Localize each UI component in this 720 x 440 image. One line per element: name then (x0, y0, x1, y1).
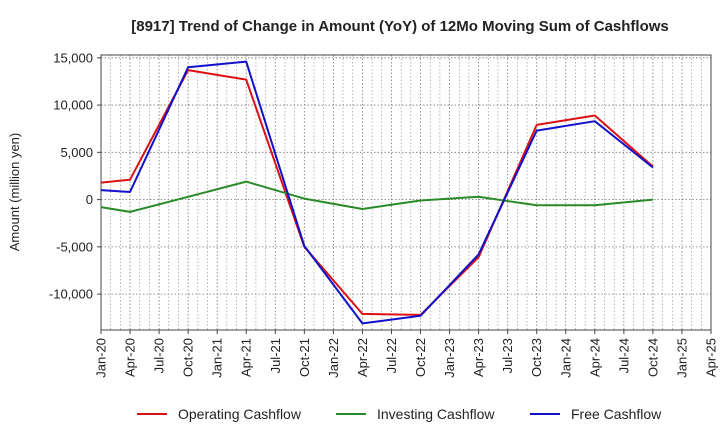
x-tick-label: Apr-24 (587, 338, 602, 377)
x-tick-label: Jul-22 (384, 338, 399, 373)
series-line-free-cashflow (100, 60, 654, 325)
x-tick-label: Jan-20 (94, 338, 109, 378)
x-tick-label: Oct-21 (297, 338, 312, 377)
x-tick-label: Oct-23 (529, 338, 544, 377)
series-line-investing-cashflow (100, 180, 653, 213)
x-tick-label: Jan-25 (674, 338, 689, 378)
x-tick-label: Apr-20 (123, 338, 138, 377)
x-tick-label: Oct-22 (413, 338, 428, 377)
x-tick-label: Apr-25 (704, 338, 719, 377)
x-tick-label: Jan-24 (558, 338, 573, 378)
x-tick-label: Jan-23 (442, 338, 457, 378)
series-line-operating-cashflow (100, 69, 654, 316)
legend-label: Operating Cashflow (178, 406, 302, 422)
y-tick-label: 10,000 (53, 98, 93, 113)
x-tick-label: Jul-21 (268, 338, 283, 373)
grid-lines (100, 55, 712, 330)
y-tick-label: 5,000 (60, 145, 93, 160)
legend: Operating Cashflow Investing Cashflow Free… (137, 406, 662, 422)
x-tick-label: Jan-21 (210, 338, 225, 378)
legend-label: Investing Cashflow (377, 406, 495, 422)
y-tick-label: -5,000 (56, 239, 93, 254)
x-tick-label: Apr-22 (355, 338, 370, 377)
chart-title: [8917] Trend of Change in Amount (YoY) o… (131, 18, 669, 35)
x-tick-label: Jul-20 (152, 338, 167, 373)
y-axis-ticks: 15,000 10,000 5,000 0 -5,000 -10,000 (49, 50, 101, 302)
x-tick-label: Jul-24 (616, 338, 631, 373)
x-axis-ticks: Jan-20 Apr-20 Jul-20 Oct-20 Jan-21 Apr-21 Jul-… (94, 330, 719, 378)
x-tick-label: Apr-21 (239, 338, 254, 377)
x-tick-label: Oct-20 (181, 338, 196, 377)
plot-frame (100, 54, 712, 331)
series-lines (100, 60, 654, 325)
x-tick-label: Jan-22 (326, 338, 341, 378)
y-tick-label: 15,000 (53, 50, 93, 65)
x-tick-label: Oct-24 (645, 338, 660, 377)
y-tick-label: -10,000 (49, 287, 93, 302)
x-tick-label: Jul-23 (500, 338, 515, 373)
y-axis-label: Amount (million yen) (7, 133, 22, 252)
x-tick-label: Apr-23 (471, 338, 486, 377)
y-tick-label: 0 (86, 192, 93, 207)
plot-area-border (100, 54, 712, 331)
legend-label: Free Cashflow (571, 406, 662, 422)
